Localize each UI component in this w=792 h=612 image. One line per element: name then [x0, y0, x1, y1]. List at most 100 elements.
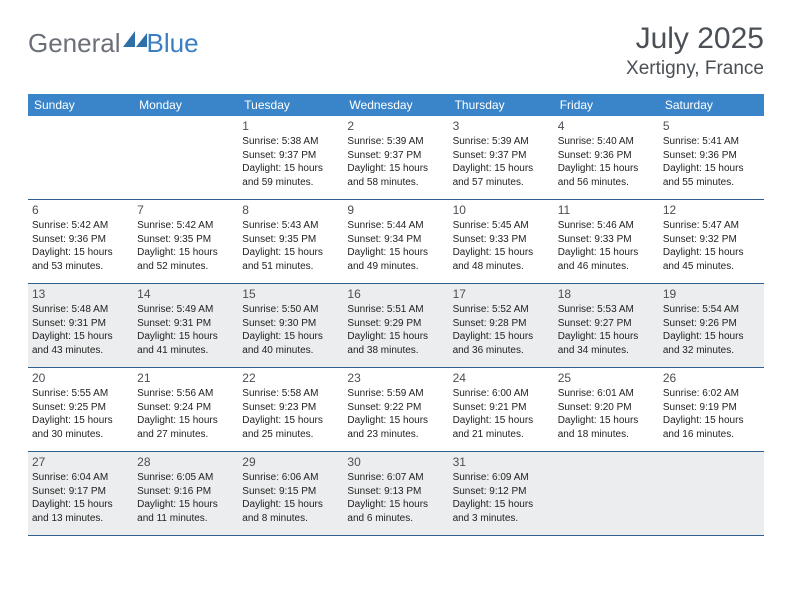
sunrise-text: Sunrise: 5:50 AM [242, 303, 339, 317]
day-number: 30 [347, 454, 444, 470]
day-number: 11 [558, 202, 655, 218]
day-number: 9 [347, 202, 444, 218]
day-number: 21 [137, 370, 234, 386]
sunrise-text: Sunrise: 5:43 AM [242, 219, 339, 233]
sunset-text: Sunset: 9:37 PM [347, 149, 444, 163]
daylight-text: Daylight: 15 hours and 48 minutes. [453, 246, 550, 273]
daylight-text: Daylight: 15 hours and 57 minutes. [453, 162, 550, 189]
day-number: 10 [453, 202, 550, 218]
sunrise-text: Sunrise: 5:45 AM [453, 219, 550, 233]
sunset-text: Sunset: 9:19 PM [663, 401, 760, 415]
sunrise-text: Sunrise: 6:09 AM [453, 471, 550, 485]
calendar-grid: 1Sunrise: 5:38 AMSunset: 9:37 PMDaylight… [28, 116, 764, 536]
calendar-cell: 21Sunrise: 5:56 AMSunset: 9:24 PMDayligh… [133, 368, 238, 452]
daylight-text: Daylight: 15 hours and 27 minutes. [137, 414, 234, 441]
day-number: 26 [663, 370, 760, 386]
calendar-cell: 24Sunrise: 6:00 AMSunset: 9:21 PMDayligh… [449, 368, 554, 452]
calendar-cell: 31Sunrise: 6:09 AMSunset: 9:12 PMDayligh… [449, 452, 554, 536]
sunset-text: Sunset: 9:35 PM [242, 233, 339, 247]
weekday-header: Friday [554, 94, 659, 116]
sunset-text: Sunset: 9:20 PM [558, 401, 655, 415]
daylight-text: Daylight: 15 hours and 6 minutes. [347, 498, 444, 525]
weekday-header: Sunday [28, 94, 133, 116]
sunrise-text: Sunrise: 5:39 AM [453, 135, 550, 149]
day-number: 13 [32, 286, 129, 302]
sunset-text: Sunset: 9:36 PM [558, 149, 655, 163]
day-number: 24 [453, 370, 550, 386]
day-number: 6 [32, 202, 129, 218]
calendar-cell: 16Sunrise: 5:51 AMSunset: 9:29 PMDayligh… [343, 284, 448, 368]
sunrise-text: Sunrise: 5:47 AM [663, 219, 760, 233]
calendar: SundayMondayTuesdayWednesdayThursdayFrid… [28, 94, 764, 536]
sunrise-text: Sunrise: 5:46 AM [558, 219, 655, 233]
sunrise-text: Sunrise: 5:53 AM [558, 303, 655, 317]
day-number: 29 [242, 454, 339, 470]
weekday-header: Saturday [659, 94, 764, 116]
sunset-text: Sunset: 9:36 PM [663, 149, 760, 163]
sunset-text: Sunset: 9:12 PM [453, 485, 550, 499]
day-number: 7 [137, 202, 234, 218]
calendar-cell: 27Sunrise: 6:04 AMSunset: 9:17 PMDayligh… [28, 452, 133, 536]
calendar-cell: 4Sunrise: 5:40 AMSunset: 9:36 PMDaylight… [554, 116, 659, 200]
day-number: 17 [453, 286, 550, 302]
weekday-header: Wednesday [343, 94, 448, 116]
daylight-text: Daylight: 15 hours and 43 minutes. [32, 330, 129, 357]
sunset-text: Sunset: 9:27 PM [558, 317, 655, 331]
sunrise-text: Sunrise: 6:07 AM [347, 471, 444, 485]
sunrise-text: Sunrise: 6:06 AM [242, 471, 339, 485]
sunrise-text: Sunrise: 5:42 AM [32, 219, 129, 233]
sunset-text: Sunset: 9:25 PM [32, 401, 129, 415]
calendar-cell: 5Sunrise: 5:41 AMSunset: 9:36 PMDaylight… [659, 116, 764, 200]
calendar-cell: 19Sunrise: 5:54 AMSunset: 9:26 PMDayligh… [659, 284, 764, 368]
sunrise-text: Sunrise: 5:59 AM [347, 387, 444, 401]
weekday-header-row: SundayMondayTuesdayWednesdayThursdayFrid… [28, 94, 764, 116]
daylight-text: Daylight: 15 hours and 32 minutes. [663, 330, 760, 357]
sunset-text: Sunset: 9:37 PM [453, 149, 550, 163]
sunrise-text: Sunrise: 6:05 AM [137, 471, 234, 485]
calendar-cell: 20Sunrise: 5:55 AMSunset: 9:25 PMDayligh… [28, 368, 133, 452]
header: General Blue July 2025 Xertigny, France [28, 22, 764, 80]
sunrise-text: Sunrise: 6:02 AM [663, 387, 760, 401]
calendar-cell [28, 116, 133, 200]
sunset-text: Sunset: 9:35 PM [137, 233, 234, 247]
day-number: 23 [347, 370, 444, 386]
day-number: 28 [137, 454, 234, 470]
page: General Blue July 2025 Xertigny, France … [0, 0, 792, 558]
daylight-text: Daylight: 15 hours and 13 minutes. [32, 498, 129, 525]
calendar-cell: 6Sunrise: 5:42 AMSunset: 9:36 PMDaylight… [28, 200, 133, 284]
sunrise-text: Sunrise: 5:41 AM [663, 135, 760, 149]
daylight-text: Daylight: 15 hours and 56 minutes. [558, 162, 655, 189]
daylight-text: Daylight: 15 hours and 51 minutes. [242, 246, 339, 273]
daylight-text: Daylight: 15 hours and 30 minutes. [32, 414, 129, 441]
day-number: 15 [242, 286, 339, 302]
calendar-cell [133, 116, 238, 200]
sunset-text: Sunset: 9:33 PM [558, 233, 655, 247]
daylight-text: Daylight: 15 hours and 21 minutes. [453, 414, 550, 441]
weekday-header: Monday [133, 94, 238, 116]
sunrise-text: Sunrise: 5:51 AM [347, 303, 444, 317]
sunset-text: Sunset: 9:16 PM [137, 485, 234, 499]
sunrise-text: Sunrise: 6:01 AM [558, 387, 655, 401]
sunrise-text: Sunrise: 5:40 AM [558, 135, 655, 149]
day-number: 5 [663, 118, 760, 134]
day-number: 25 [558, 370, 655, 386]
day-number: 16 [347, 286, 444, 302]
sunrise-text: Sunrise: 5:52 AM [453, 303, 550, 317]
sail-icon [123, 31, 147, 47]
sunrise-text: Sunrise: 5:42 AM [137, 219, 234, 233]
brand-logo: General Blue [28, 28, 199, 59]
daylight-text: Daylight: 15 hours and 34 minutes. [558, 330, 655, 357]
sunrise-text: Sunrise: 5:58 AM [242, 387, 339, 401]
sunrise-text: Sunrise: 6:00 AM [453, 387, 550, 401]
calendar-cell: 26Sunrise: 6:02 AMSunset: 9:19 PMDayligh… [659, 368, 764, 452]
calendar-cell: 2Sunrise: 5:39 AMSunset: 9:37 PMDaylight… [343, 116, 448, 200]
calendar-cell: 8Sunrise: 5:43 AMSunset: 9:35 PMDaylight… [238, 200, 343, 284]
location: Xertigny, France [626, 58, 764, 80]
day-number: 19 [663, 286, 760, 302]
calendar-cell: 18Sunrise: 5:53 AMSunset: 9:27 PMDayligh… [554, 284, 659, 368]
sunset-text: Sunset: 9:36 PM [32, 233, 129, 247]
daylight-text: Daylight: 15 hours and 58 minutes. [347, 162, 444, 189]
month-year: July 2025 [626, 22, 764, 56]
daylight-text: Daylight: 15 hours and 55 minutes. [663, 162, 760, 189]
sunset-text: Sunset: 9:31 PM [137, 317, 234, 331]
